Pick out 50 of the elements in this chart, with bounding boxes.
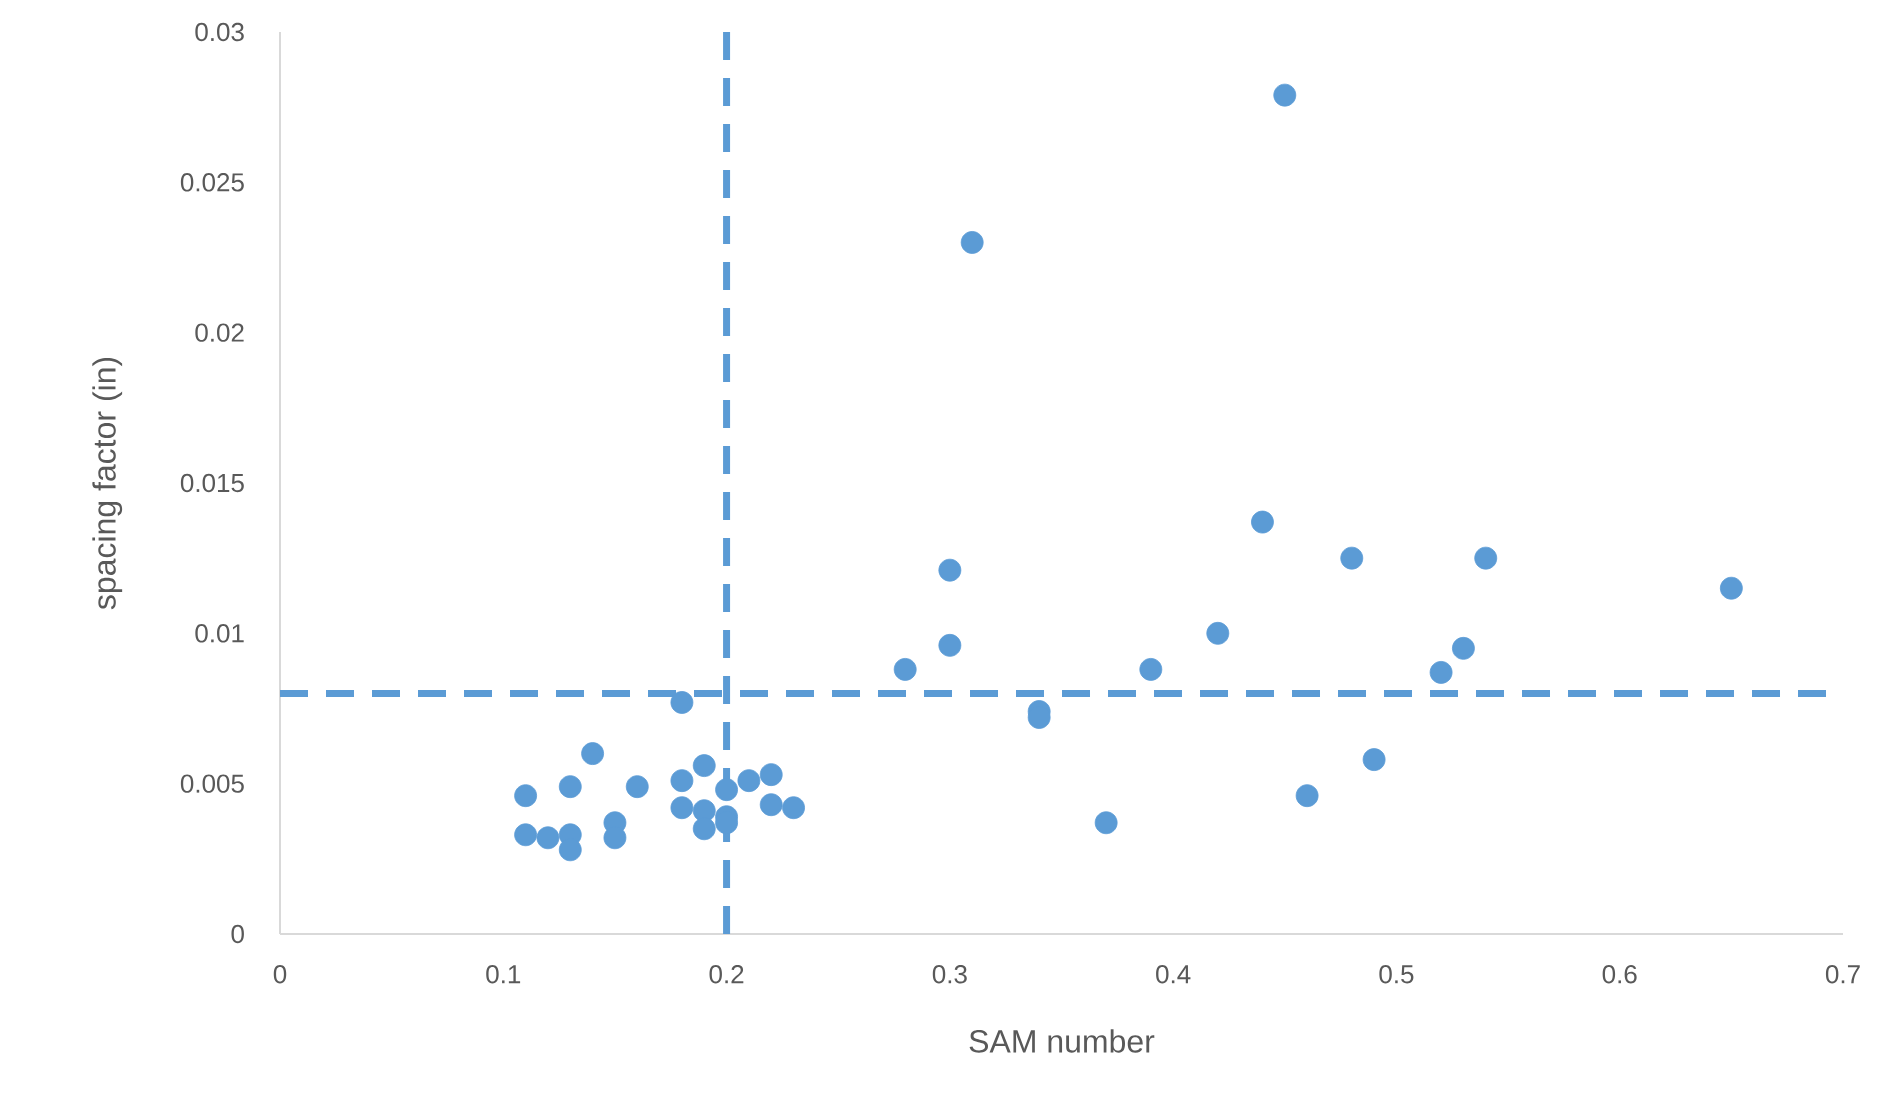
point	[581, 742, 604, 765]
point	[938, 558, 962, 582]
point	[1474, 546, 1498, 570]
y-tick-label: 0	[231, 924, 244, 944]
y-tick-label: 0.01	[195, 624, 244, 643]
y-tick-label: 0.005	[180, 774, 244, 793]
point	[1273, 83, 1297, 107]
point	[514, 784, 538, 808]
point	[1139, 658, 1163, 681]
point	[536, 826, 560, 850]
point	[1719, 576, 1743, 600]
point	[893, 658, 917, 681]
x-tick-label: 0.2	[709, 965, 744, 984]
x-tick-label: 0	[273, 965, 287, 984]
y-tick-label: 0.025	[180, 173, 244, 192]
y-axis-title: spacing factor (in)	[92, 357, 123, 610]
point	[960, 231, 984, 254]
point	[670, 769, 694, 793]
point	[1094, 811, 1118, 835]
point	[558, 775, 582, 799]
point	[692, 754, 716, 778]
point	[782, 796, 805, 820]
point	[1295, 784, 1319, 808]
x-tick-label: 0.5	[1379, 965, 1414, 984]
x-tick-label: 0.4	[1156, 965, 1191, 984]
point	[759, 793, 783, 817]
point	[737, 769, 761, 793]
y-tick-label: 0.03	[195, 22, 244, 42]
point	[1340, 546, 1364, 570]
point	[670, 796, 694, 820]
x-tick-label: 0.7	[1825, 965, 1860, 984]
point	[670, 691, 694, 714]
y-tick-label: 0.02	[195, 323, 244, 342]
point	[1429, 661, 1453, 684]
point	[692, 817, 716, 841]
point	[1452, 636, 1475, 660]
x-tick-label: 0.6	[1602, 965, 1637, 984]
point	[938, 633, 962, 657]
point	[759, 763, 783, 787]
x-tick-label: 0.1	[486, 965, 521, 984]
x-axis-title: SAM number	[969, 1029, 1155, 1053]
point	[715, 778, 738, 802]
point	[1362, 748, 1386, 772]
point	[514, 823, 538, 847]
y-tick-label: 0.015	[180, 473, 244, 493]
point	[625, 775, 649, 799]
x-tick-label: 0.3	[932, 965, 967, 984]
point	[1251, 510, 1274, 534]
point	[1206, 621, 1230, 645]
point	[692, 799, 716, 823]
